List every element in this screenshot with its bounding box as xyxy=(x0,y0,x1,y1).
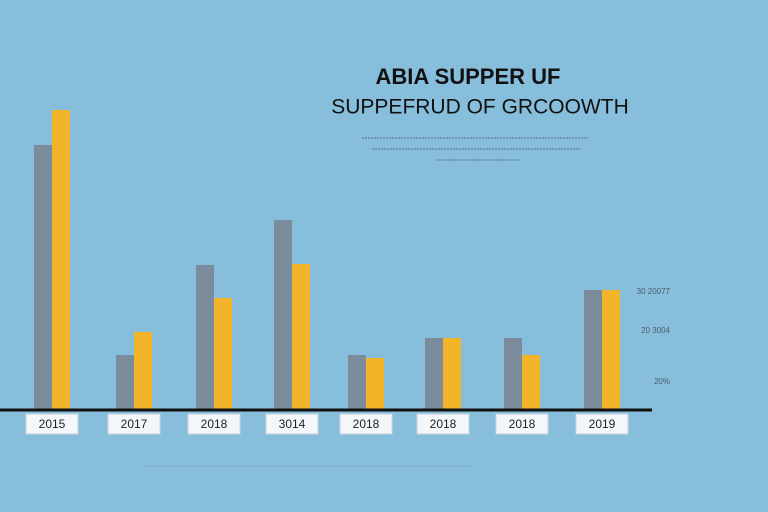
bar xyxy=(52,110,70,410)
x-tick-label: 2019 xyxy=(589,417,616,431)
bar xyxy=(602,290,620,410)
bar xyxy=(425,338,443,410)
x-tick-label: 2017 xyxy=(121,417,148,431)
category-tab xyxy=(416,413,470,435)
bar xyxy=(348,355,366,410)
bar xyxy=(504,338,522,410)
category-tab xyxy=(339,413,393,435)
bar xyxy=(522,355,540,410)
bar xyxy=(214,298,232,410)
category-tab xyxy=(107,413,161,435)
bar xyxy=(443,338,461,410)
bar xyxy=(196,265,214,410)
bar xyxy=(134,332,152,410)
category-tab xyxy=(265,413,319,435)
bar xyxy=(292,264,310,410)
bar xyxy=(366,358,384,410)
side-label: 20 3004 xyxy=(641,326,670,335)
x-tick-label: 2018 xyxy=(201,417,228,431)
x-tick-label: 2018 xyxy=(353,417,380,431)
x-tick-label: 2018 xyxy=(509,417,536,431)
chart-subtitle: SUPPEFRUD OF GRCOOWTH xyxy=(331,96,629,119)
x-tick-label: 3014 xyxy=(279,417,306,431)
category-tab xyxy=(495,413,549,435)
bar xyxy=(34,145,52,410)
x-tick-label: 2018 xyxy=(430,417,457,431)
x-tick-label: 2015 xyxy=(39,417,66,431)
category-tab xyxy=(575,413,629,435)
category-tab xyxy=(25,413,79,435)
category-tab xyxy=(187,413,241,435)
bar xyxy=(584,290,602,410)
side-label: 20% xyxy=(654,377,670,386)
bar xyxy=(274,220,292,410)
side-label: 30 20077 xyxy=(637,287,671,296)
bar xyxy=(116,355,134,410)
chart-title: ABIA SUPPER UF xyxy=(376,64,561,89)
